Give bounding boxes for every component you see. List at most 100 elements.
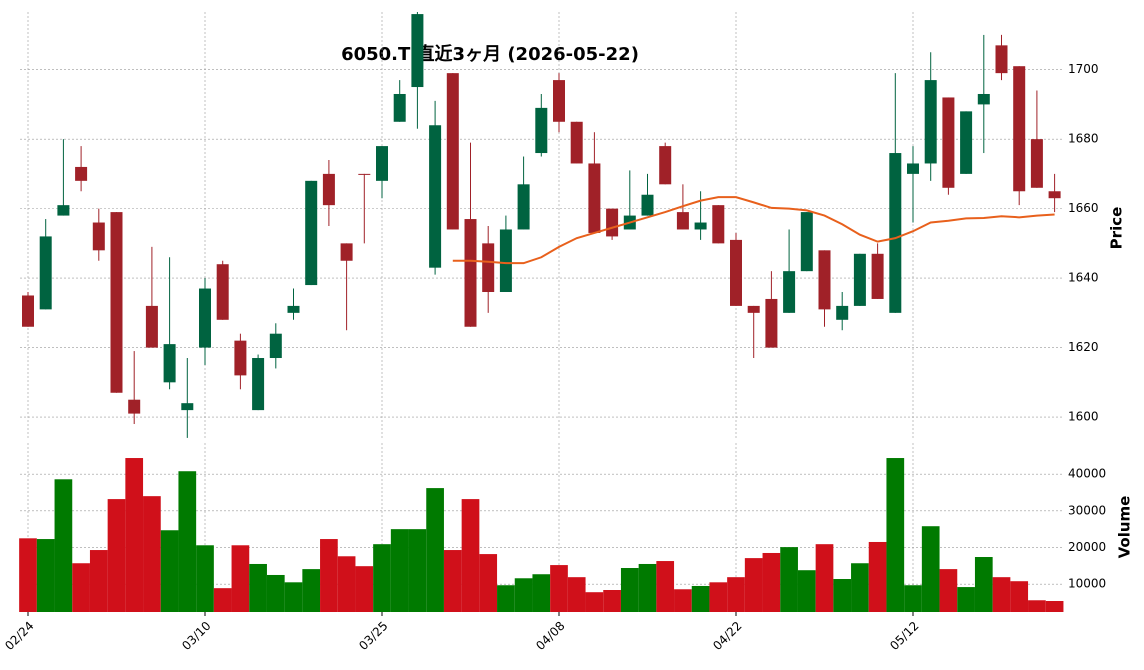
candle-body [269, 333, 282, 359]
candle-body [393, 93, 406, 122]
volume-bar [355, 566, 374, 612]
volume-bar [89, 550, 108, 612]
candle-body [234, 340, 247, 376]
candle-body [145, 305, 158, 348]
volume-bar [266, 574, 285, 612]
candle-body [712, 205, 725, 244]
volume-bar [550, 565, 568, 612]
volume-bar [461, 499, 480, 612]
candle-body [588, 163, 601, 233]
volume-bar [567, 577, 586, 612]
candle-body [22, 295, 34, 327]
candle-body [128, 399, 141, 414]
candle-body [376, 146, 388, 181]
volume-bar [1028, 600, 1046, 612]
candle-body [517, 184, 530, 230]
candle-body [163, 344, 176, 383]
volume-bar [709, 582, 728, 612]
volume-bar [479, 554, 498, 612]
candle-body [924, 80, 937, 164]
volume-bar [974, 557, 993, 612]
volume-bar [107, 499, 126, 612]
x-tick-label: 04/22 [710, 619, 744, 653]
candle-body [75, 166, 88, 181]
volume-bar [178, 471, 197, 612]
candle-body [960, 111, 973, 174]
volume-bar [373, 544, 391, 612]
volume-bar [762, 552, 781, 612]
volume-bar [125, 458, 144, 612]
volume-bar [320, 539, 338, 612]
volume-bar [851, 563, 869, 612]
candle-body [322, 173, 335, 206]
volume-bar [992, 577, 1011, 612]
volume-bar [833, 579, 852, 612]
candle-body [199, 288, 211, 348]
volume-bar [904, 585, 922, 612]
volume-bar [1045, 601, 1064, 612]
volume-bar [1010, 581, 1029, 612]
candle-body [287, 305, 300, 313]
volume-bar [780, 547, 798, 612]
x-tick-label: 02/24 [2, 619, 36, 653]
candle-body [853, 253, 866, 306]
volume-bar [231, 545, 250, 612]
volume-bar [514, 578, 533, 612]
volume-bar [532, 574, 551, 612]
volume-bar [744, 558, 763, 612]
volume-bar [638, 563, 657, 612]
x-tick-label: 03/10 [179, 619, 213, 653]
candle-body [606, 208, 619, 237]
volume-bar [620, 568, 639, 612]
volume-bar [337, 556, 356, 612]
candle-body [1013, 66, 1026, 192]
x-tick-label: 05/12 [887, 619, 921, 653]
candle-body [535, 107, 548, 154]
candle-body [907, 163, 919, 174]
candle-body [1030, 139, 1043, 188]
volume-bar [957, 587, 975, 612]
x-tick-label: 03/25 [356, 619, 390, 653]
y-tick-label: 1700 [1068, 62, 1099, 76]
candle-body [818, 250, 831, 310]
candle-body [889, 153, 902, 313]
volume-bar [815, 544, 834, 612]
candle-body [676, 212, 689, 230]
volume-bar [727, 577, 745, 612]
candle-body [92, 222, 105, 251]
candle-body [765, 298, 778, 348]
candle-body [871, 253, 884, 299]
volume-bar [674, 589, 692, 612]
candle-body [57, 205, 70, 216]
volume-bar [443, 550, 462, 612]
y-axis-label: Volume [1116, 496, 1134, 559]
candle-body [252, 358, 265, 411]
candle-body [482, 243, 495, 293]
y-axis-label: Price [1108, 207, 1126, 250]
volume-bar [656, 561, 675, 612]
volume-bar [72, 563, 90, 612]
x-tick-label: 04/08 [533, 619, 567, 653]
volume-bar [213, 588, 232, 612]
candle-body [216, 264, 229, 320]
candle-body [464, 219, 477, 327]
y-tick-label: 1640 [1068, 271, 1099, 285]
candle-body [836, 305, 849, 320]
candle-body [730, 239, 742, 306]
volume-bar [408, 529, 427, 612]
candle-body [499, 229, 512, 293]
volume-bar [54, 479, 73, 612]
candle-body [553, 80, 565, 122]
volume-bar [160, 530, 179, 612]
volume-bar [390, 529, 409, 612]
volume-bar [143, 496, 161, 612]
y-tick-label: 1600 [1068, 410, 1099, 424]
volume-bar [939, 569, 958, 612]
candle-body [694, 222, 707, 230]
candle-body [800, 212, 813, 272]
volume-bar [691, 585, 710, 612]
volume-bar [284, 582, 303, 612]
candle-body [942, 97, 955, 188]
candle-body [340, 243, 353, 261]
candle-body [110, 212, 123, 393]
